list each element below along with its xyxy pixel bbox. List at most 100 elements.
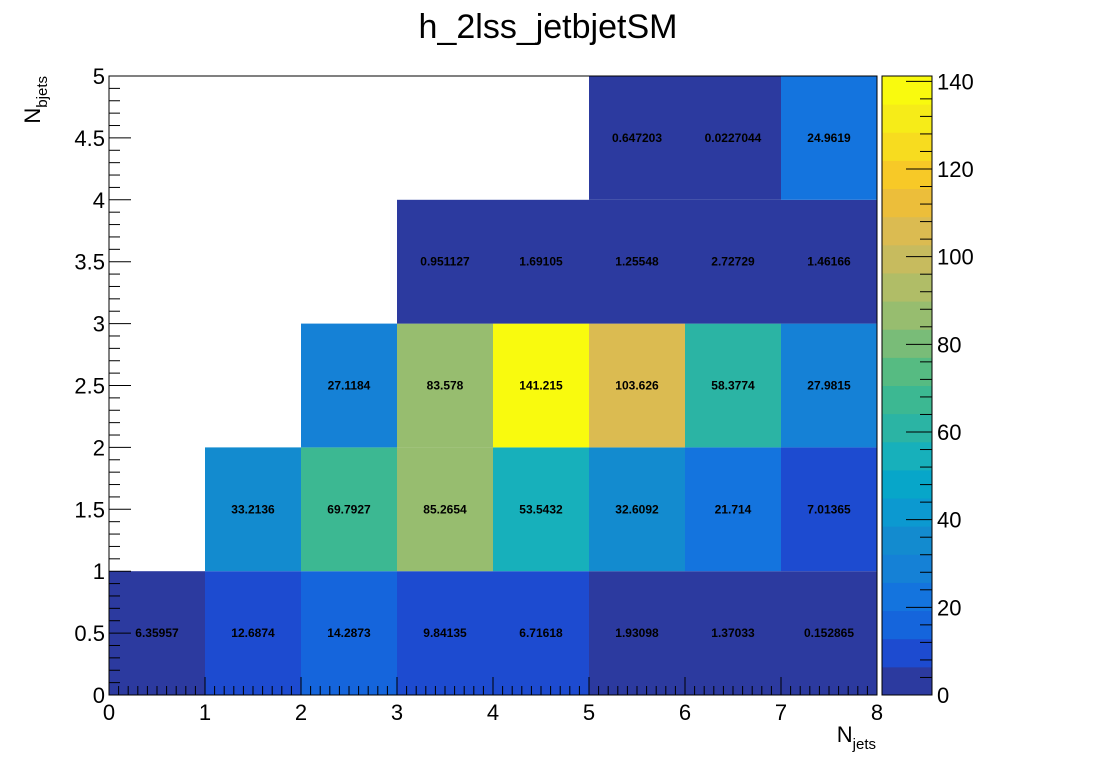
y-tick-label: 2.5	[74, 374, 105, 399]
palette-swatch	[882, 272, 932, 302]
z-tick-label: 100	[937, 245, 974, 270]
heatmap-cell	[685, 76, 781, 200]
palette-swatch	[882, 104, 932, 133]
x-tick-label: 1	[199, 700, 211, 725]
y-tick-label: 1	[93, 559, 105, 584]
y-tick-label: 5	[93, 64, 105, 89]
x-axis-title-main: N	[837, 722, 853, 747]
x-tick-label: 4	[487, 700, 499, 725]
cell-value-label: 21.714	[715, 502, 752, 516]
cell-value-label: 103.626	[615, 379, 659, 393]
palette-swatch	[882, 216, 932, 246]
palette-swatch	[882, 329, 932, 358]
x-tick-label: 2	[295, 700, 307, 725]
heatmap-cell	[205, 447, 301, 572]
y-tick-label: 3	[93, 312, 105, 337]
y-tick-label: 4	[93, 188, 105, 213]
heatmap-cell	[301, 571, 397, 695]
cell-value-label: 0.951127	[420, 255, 470, 269]
cell-value-label: 0.647203	[612, 131, 662, 145]
chart-title: h_2lss_jetbjetSM	[419, 8, 678, 46]
x-tick-label: 3	[391, 700, 403, 725]
heatmap-cell	[685, 199, 781, 324]
x-axis: 0 1 2 3 4 5 6 7 8	[103, 677, 883, 725]
z-tick-label: 120	[937, 157, 974, 182]
cell-value-label: 0.152865	[804, 626, 854, 640]
y-axis: 0 0.5 1 1.5 2 2.5 3 3.5 4 4.5 5	[74, 64, 131, 708]
palette-swatch	[882, 76, 932, 105]
cell-value-label: 33.2136	[231, 502, 275, 516]
heatmap-cell	[589, 199, 685, 324]
heatmap-cell	[397, 323, 493, 448]
cell-value-label: 2.72729	[711, 255, 755, 269]
cell-value-label: 69.7927	[327, 502, 371, 516]
cell-value-label: 12.6874	[231, 626, 275, 640]
cell-value-label: 1.46166	[807, 255, 851, 269]
x-tick-label: 6	[679, 700, 691, 725]
heatmap-cell	[589, 447, 685, 572]
heatmap-cell	[589, 571, 685, 695]
y-axis-title-sub: bjets	[34, 76, 51, 108]
cell-value-label: 141.215	[519, 379, 563, 393]
z-tick-label: 60	[937, 420, 961, 445]
cell-value-label: 1.69105	[519, 255, 563, 269]
heatmap-cell	[205, 571, 301, 695]
x-tick-label: 8	[871, 700, 883, 725]
palette-swatch	[882, 638, 932, 668]
heatmap-cell	[685, 447, 781, 572]
cell-value-label: 83.578	[427, 379, 464, 393]
heatmap-cell	[397, 571, 493, 695]
cell-value-label: 9.84135	[423, 626, 467, 640]
z-tick-label: 80	[937, 332, 961, 357]
z-tick-label: 140	[937, 69, 974, 94]
heatmap-cell	[493, 199, 589, 324]
z-tick-label: 20	[937, 595, 961, 620]
color-palette	[882, 76, 932, 696]
cell-value-label: 0.0227044	[705, 131, 762, 145]
heatmap-cell	[781, 199, 877, 324]
y-tick-label: 1.5	[74, 497, 105, 522]
cell-value-label: 14.2873	[327, 626, 371, 640]
heatmap-cell	[781, 571, 877, 695]
z-tick-label: 0	[937, 683, 949, 708]
y-axis-title-main: N	[20, 108, 45, 124]
palette-swatch	[882, 244, 932, 274]
cell-value-label: 6.35957	[135, 626, 179, 640]
cell-value-label: 7.01365	[807, 502, 851, 516]
z-tick-label: 40	[937, 508, 961, 533]
heatmap-cell	[781, 76, 877, 200]
cell-value-label: 85.2654	[423, 502, 467, 516]
heatmap-cells	[109, 76, 877, 695]
cell-value-label: 1.25548	[615, 255, 659, 269]
cell-value-label: 58.3774	[711, 379, 755, 393]
palette-swatch	[882, 554, 932, 583]
cell-value-label: 53.5432	[519, 502, 563, 516]
heatmap-cell	[301, 447, 397, 572]
palette-swatch	[882, 526, 932, 555]
cell-value-label: 27.9815	[807, 379, 851, 393]
cell-value-label: 27.1184	[328, 379, 371, 393]
cell-value-label: 6.71618	[519, 626, 563, 640]
cell-value-label: 1.37033	[711, 626, 755, 640]
heatmap-cell	[781, 323, 877, 448]
x-tick-label: 5	[583, 700, 595, 725]
palette-swatch	[882, 188, 932, 218]
heatmap-cell	[301, 323, 397, 448]
palette-swatch	[882, 413, 932, 443]
y-tick-label: 4.5	[74, 126, 105, 151]
heatmap-cell	[685, 571, 781, 695]
heatmap-cell	[493, 571, 589, 695]
heatmap-cell	[781, 447, 877, 572]
heatmap-cell	[397, 447, 493, 572]
palette-swatch	[882, 582, 932, 612]
heatmap-cell	[589, 76, 685, 200]
heatmap-cell	[493, 447, 589, 572]
z-axis: 0 20 40 60 80 100 120 140	[906, 69, 974, 708]
x-tick-label: 0	[103, 700, 115, 725]
y-tick-label: 2	[93, 435, 105, 460]
y-tick-label: 3.5	[74, 250, 105, 275]
heatmap-cell-labels: 6.35957 12.6874 14.2873 9.84135 6.71618 1.930…	[135, 131, 854, 640]
cell-value-label: 1.93098	[615, 626, 659, 640]
cell-value-label: 32.6092	[615, 502, 659, 516]
